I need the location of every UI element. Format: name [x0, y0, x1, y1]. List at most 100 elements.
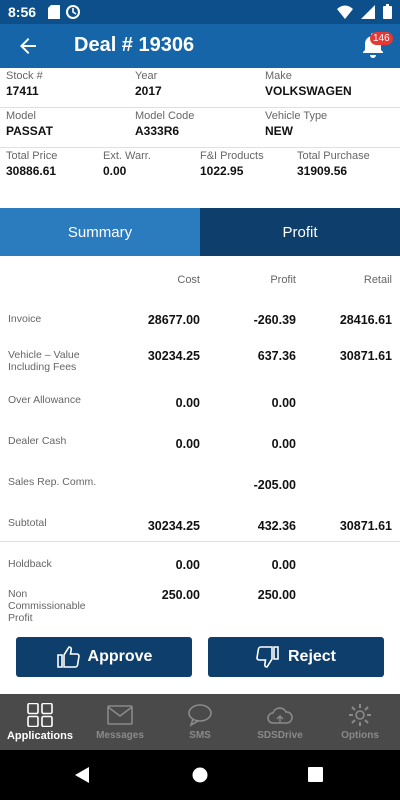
system-home-icon[interactable]	[192, 767, 208, 783]
info-value: 0.00	[103, 164, 127, 178]
battery-icon	[383, 4, 392, 19]
info-label: Total Price	[6, 150, 58, 162]
row-profit: 0.00	[271, 396, 296, 410]
tab-profit[interactable]: Profit	[200, 208, 400, 256]
nav-label: Applications	[6, 729, 73, 742]
sync-icon	[66, 5, 80, 19]
row-cost: 30234.25	[147, 519, 200, 533]
thumbs-down-icon	[256, 646, 279, 668]
cloud-icon	[267, 707, 293, 724]
nav-messages[interactable]: Messages	[80, 694, 160, 750]
status-time: 8:56	[8, 4, 37, 20]
table-row: Invoice 28677.00 -260.39 28416.61	[0, 296, 400, 337]
nav-label: Options	[341, 730, 379, 741]
app-bar: Deal # 19306 146	[0, 24, 400, 68]
header-profit: Profit	[270, 274, 296, 286]
row-profit: -205.00	[253, 478, 296, 492]
nav-label: SDSDrive	[257, 730, 303, 741]
info-cell-fi-products: F&I Products 1022.95	[200, 150, 264, 178]
table-row: Holdback 0.00 0.00	[0, 542, 400, 574]
nav-label: Messages	[96, 730, 144, 741]
row-label: Holdback	[8, 558, 52, 570]
header-retail: Retail	[363, 274, 392, 286]
info-row: Model PASSAT Model Code A333R6 Vehicle Typ…	[0, 108, 400, 148]
notification-badge: 146	[370, 32, 393, 45]
table-header: Cost Profit Retail	[0, 256, 400, 296]
sd-card-icon	[48, 5, 60, 19]
system-recents-icon[interactable]	[308, 767, 323, 782]
row-retail: 30871.61	[339, 349, 392, 363]
info-value: 2017	[135, 84, 162, 98]
info-row: Stock # 17411 Year 2017 Make VOLKSWAGEN	[0, 68, 400, 108]
row-cost: 0.00	[175, 437, 200, 451]
row-profit: 250.00	[257, 588, 296, 602]
approve-label: Approve	[87, 648, 153, 665]
info-label: F&I Products	[200, 150, 264, 162]
info-value: 1022.95	[200, 164, 244, 178]
info-cell-model: Model PASSAT	[6, 110, 53, 138]
row-profit: 432.36	[257, 519, 296, 533]
reject-button[interactable]: Reject	[208, 637, 384, 677]
info-label: Vehicle Type	[265, 110, 328, 122]
profit-table: Cost Profit Retail Invoice 28677.00 -260…	[0, 256, 400, 624]
info-cell-ext-warr: Ext. Warr. 0.00	[103, 150, 151, 178]
info-value: 30886.61	[6, 164, 57, 178]
row-label: Invoice	[8, 313, 42, 325]
table-row: Dealer Cash 0.00 0.00	[0, 419, 400, 460]
info-value: PASSAT	[6, 124, 53, 138]
tab-bar: Summary Profit	[0, 208, 400, 256]
action-bar: Approve Reject	[0, 630, 400, 694]
nav-applications[interactable]: Applications	[0, 694, 80, 750]
status-bar: 8:56	[0, 0, 400, 24]
subtotal-divider	[0, 541, 400, 542]
row-profit: 0.00	[271, 437, 296, 451]
info-label: Model	[6, 110, 36, 122]
nav-sdsdrive[interactable]: SDSDrive	[240, 694, 320, 750]
row-retail: 28416.61	[339, 313, 392, 327]
wifi-icon	[337, 5, 353, 19]
info-label: Make	[265, 70, 292, 82]
table-row: Subtotal 30234.25 432.36 30871.61	[0, 501, 400, 541]
signal-icon	[361, 4, 375, 19]
tab-summary[interactable]: Summary	[0, 208, 200, 256]
bottom-nav: Applications Messages SMS SDSDrive Optio…	[0, 694, 400, 750]
approve-button[interactable]: Approve	[16, 637, 192, 677]
row-cost: 28677.00	[147, 313, 200, 327]
row-profit: 637.36	[257, 349, 296, 363]
row-cost: 250.00	[161, 588, 200, 602]
row-cost: 0.00	[175, 396, 200, 410]
row-label: Subtotal	[8, 517, 47, 529]
row-label: Dealer Cash	[8, 435, 67, 447]
back-arrow-icon[interactable]	[16, 34, 40, 58]
info-value: 17411	[6, 84, 39, 98]
row-profit: -260.39	[253, 313, 296, 327]
info-label: Model Code	[135, 110, 195, 122]
grid-icon	[27, 702, 53, 727]
system-back-icon[interactable]	[74, 767, 90, 783]
info-label: Ext. Warr.	[103, 150, 151, 162]
reject-label: Reject	[287, 648, 337, 665]
table-row: Over Allowance 0.00 0.00	[0, 378, 400, 419]
info-cell-year: Year 2017	[135, 70, 162, 98]
nav-options[interactable]: Options	[320, 694, 400, 750]
row-label: Non Commissionable Profit	[8, 588, 86, 624]
row-retail: 30871.61	[339, 519, 392, 533]
gear-icon	[349, 704, 371, 726]
deal-info: Stock # 17411 Year 2017 Make VOLKSWAGEN Mod…	[0, 68, 400, 184]
info-label: Stock #	[6, 70, 43, 82]
table-row: Vehicle – Value Including Fees 30234.25 …	[0, 337, 400, 378]
nav-sms[interactable]: SMS	[160, 694, 240, 750]
info-row: Total Price 30886.61 Ext. Warr. 0.00 F&I P…	[0, 148, 400, 184]
system-nav-bar	[0, 750, 400, 800]
info-cell-total-purchase: Total Purchase 31909.56	[297, 150, 370, 178]
header-cost: Cost	[177, 274, 200, 286]
info-cell-make: Make VOLKSWAGEN	[265, 70, 352, 98]
nav-label: SMS	[189, 730, 211, 741]
row-label: Sales Rep. Comm.	[8, 476, 97, 488]
info-cell-total-price: Total Price 30886.61	[6, 150, 57, 178]
thumbs-up-icon	[56, 646, 80, 668]
info-cell-stock: Stock # 17411	[6, 70, 43, 98]
info-value: A333R6	[135, 124, 180, 138]
info-label: Total Purchase	[297, 150, 370, 162]
info-cell-model-code: Model Code A333R6	[135, 110, 194, 138]
